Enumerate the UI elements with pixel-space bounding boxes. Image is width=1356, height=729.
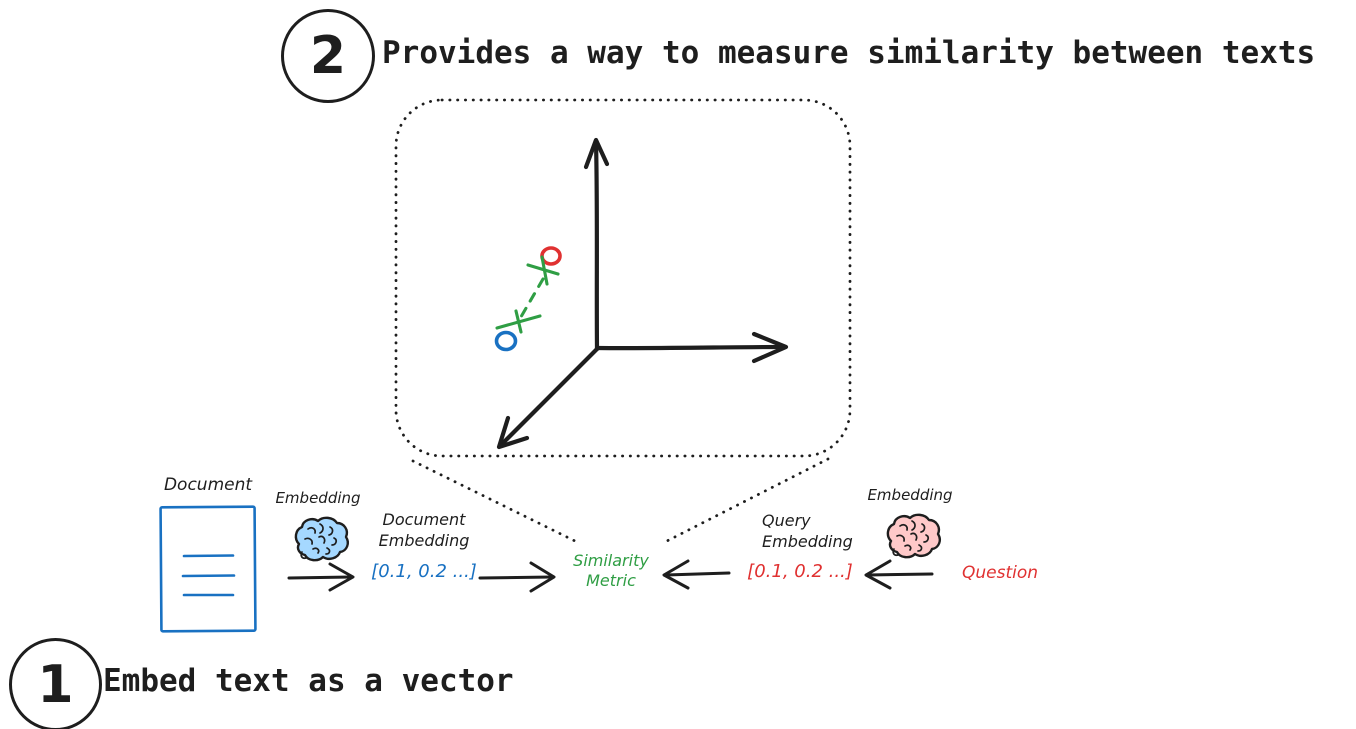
axis-x xyxy=(594,344,787,351)
step-1-number: 1 xyxy=(37,654,74,715)
axes-3d-icon xyxy=(496,137,789,450)
brain-icon-blue xyxy=(294,516,349,562)
arrow-queryvector-to-similarity xyxy=(662,559,731,590)
query-vector-text: [0.1, 0.2 ...] xyxy=(747,561,853,582)
bubble-tail-left xyxy=(411,459,579,544)
step-1-heading: Embed text as a vector xyxy=(103,663,514,699)
distance-measure-icon xyxy=(495,255,560,334)
axis-y xyxy=(593,139,600,352)
blue-point xyxy=(494,330,518,352)
zoom-bubble-outline xyxy=(394,98,852,545)
step-2-badge: 2 xyxy=(281,9,375,103)
step-1-badge: 1 xyxy=(9,638,102,729)
arrow-vector-to-similarity xyxy=(478,561,556,593)
document-icon xyxy=(159,505,257,633)
document-label: Document xyxy=(163,475,253,495)
query-embedding-label: Query Embedding xyxy=(762,511,853,551)
step-2-number: 2 xyxy=(309,26,347,86)
document-vector-text: [0.1, 0.2 ...] xyxy=(371,561,477,582)
axis-z xyxy=(498,346,600,448)
arrow-question-to-embedding xyxy=(864,559,934,590)
axis-z-arrowhead xyxy=(496,415,530,450)
embedding-label-left: Embedding xyxy=(275,489,361,507)
embedding-label-right: Embedding xyxy=(867,486,953,504)
document-embedding-label: Document Embedding xyxy=(378,510,470,550)
question-label: Question xyxy=(962,563,1039,583)
axis-y-arrowhead xyxy=(583,137,610,170)
step-2-heading: Provides a way to measure similarity bet… xyxy=(382,35,1316,71)
arrow-document-to-embedding xyxy=(287,562,355,592)
brain-icon-pink xyxy=(886,513,941,559)
bubble-tail-right xyxy=(661,457,830,545)
similarity-metric-label: Similarity Metric xyxy=(573,551,649,590)
red-point xyxy=(540,246,562,266)
axis-x-arrowhead xyxy=(751,331,789,364)
